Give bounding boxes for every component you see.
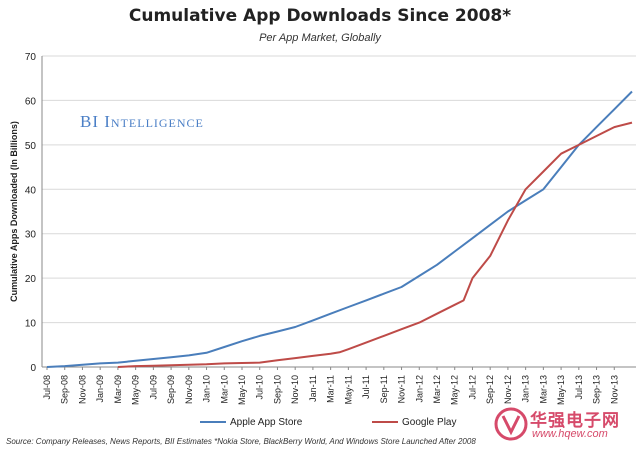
x-tick-label: Jul-08: [42, 375, 52, 400]
x-tick-label: Jan-12: [414, 375, 424, 403]
x-tick-label: May-09: [131, 375, 141, 405]
y-tick-label: 0: [30, 363, 36, 374]
x-tick-label: Sep-11: [379, 375, 389, 403]
x-tick-label: Mar-09: [113, 375, 123, 404]
series-line-apple-app-store: [46, 90, 633, 368]
x-tick-label: Mar-10: [219, 375, 229, 404]
x-tick-label: Jul-13: [574, 375, 584, 400]
x-tick-label: May-11: [343, 375, 353, 404]
chart-subtitle: Per App Market, Globally: [259, 32, 381, 44]
legend-label: Google Play: [402, 417, 456, 428]
x-tick-label: Jan-10: [202, 375, 212, 403]
x-tick-label: Nov-11: [397, 375, 407, 403]
axes: 0 10 20 30 40 50 60 70 Jul-08 Sep-08 Nov-08 Jan-09 M…: [9, 52, 636, 405]
x-tick-label: Sep-12: [485, 375, 495, 404]
y-tick-label: 30: [25, 230, 37, 241]
x-tick-label: Mar-12: [432, 375, 442, 404]
x-tick-label: Jul-12: [467, 375, 477, 400]
x-tick-label: Nov-13: [609, 375, 619, 404]
legend-label: Apple App Store: [230, 417, 303, 428]
x-tick-label: May-13: [556, 375, 566, 405]
x-tick-label: Jan-09: [95, 375, 105, 403]
y-tick-label: 50: [25, 141, 37, 152]
x-tick-label: Nov-08: [77, 375, 87, 404]
y-tick-label: 10: [25, 319, 37, 330]
y-tick-label: 70: [25, 52, 37, 63]
y-tick-label: 40: [25, 185, 37, 196]
x-tick-label: Nov-12: [503, 375, 513, 404]
watermark: 华强电子网 www.hqew.com: [494, 404, 634, 444]
x-tick-label: Jul-10: [255, 375, 265, 400]
source-note: Source: Company Releases, News Reports, …: [6, 437, 476, 446]
x-tick-label: Mar-13: [538, 375, 548, 404]
series-line-google-play: [117, 121, 633, 368]
x-tick-label: Nov-09: [184, 375, 194, 404]
x-tick-label: Sep-13: [592, 375, 602, 404]
watermark-url: www.hqew.com: [532, 428, 608, 440]
x-tick-label: Sep-09: [166, 375, 176, 404]
watermark-logo-icon: [494, 407, 528, 441]
y-tick-label: 60: [25, 96, 37, 107]
x-tick-label: Mar-11: [326, 375, 336, 403]
x-tick-label: Jul-11: [361, 375, 371, 399]
x-tick-label: Nov-10: [290, 375, 300, 404]
grid: [42, 55, 636, 324]
x-tick-label: May-10: [237, 375, 247, 405]
x-tick-label: Jul-09: [148, 375, 158, 400]
chart-title: Cumulative App Downloads Since 2008*: [128, 6, 512, 26]
x-tick-label: Sep-08: [60, 375, 70, 404]
x-tick-label: Sep-10: [272, 375, 282, 404]
y-axis-label: Cumulative Apps Downloaded (In Billions): [9, 121, 19, 302]
x-tick-label: May-12: [450, 375, 460, 405]
brand-logo: BI Intelligence: [80, 112, 204, 131]
watermark-text: 华强电子网: [530, 411, 620, 430]
x-tick-label: Jan-11: [308, 375, 318, 402]
series-lines: [46, 90, 633, 368]
y-tick-label: 20: [25, 274, 37, 285]
x-tick-label: Jan-13: [521, 375, 531, 403]
legend: Apple App Store Google Play: [200, 417, 456, 428]
